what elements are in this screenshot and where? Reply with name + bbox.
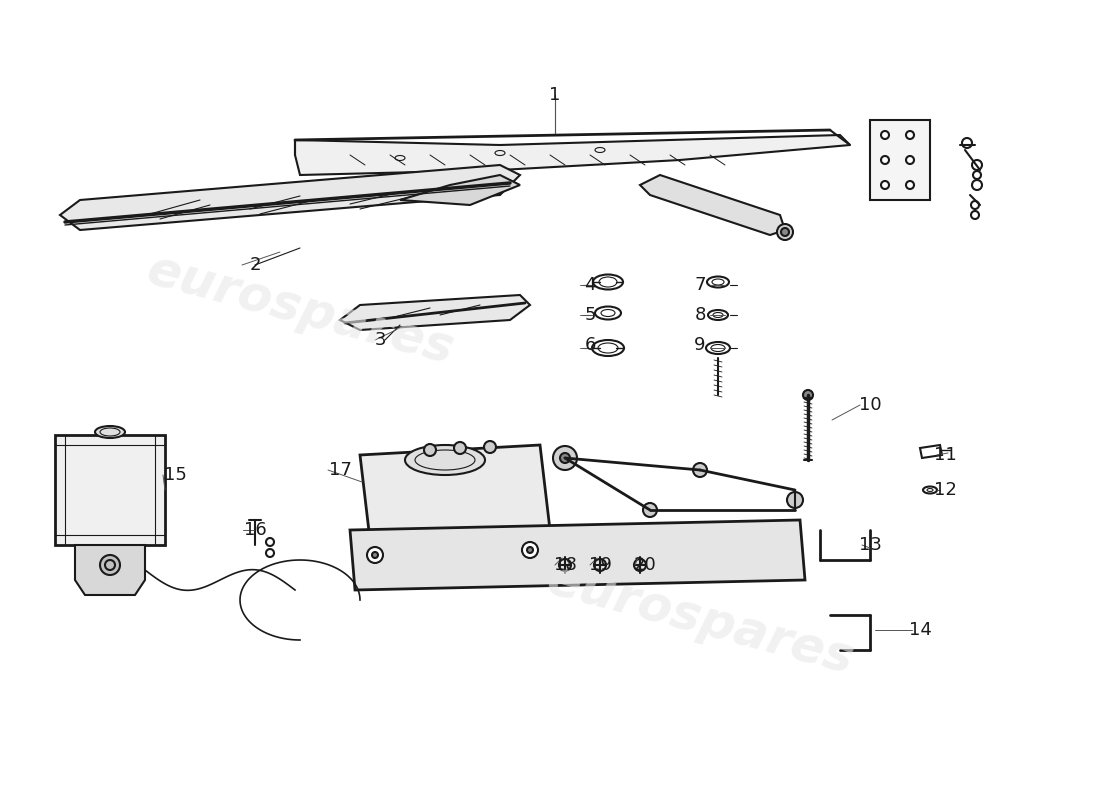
Text: 1: 1 (549, 86, 561, 104)
Polygon shape (870, 120, 930, 200)
Circle shape (881, 131, 889, 139)
Circle shape (644, 503, 657, 517)
Text: 8: 8 (694, 306, 706, 324)
Polygon shape (640, 175, 785, 235)
Polygon shape (295, 135, 850, 175)
Text: 10: 10 (859, 396, 881, 414)
Circle shape (454, 442, 466, 454)
Polygon shape (340, 295, 530, 330)
Text: 16: 16 (243, 521, 266, 539)
Text: 19: 19 (588, 556, 612, 574)
Text: 17: 17 (329, 461, 351, 479)
Ellipse shape (405, 445, 485, 475)
Polygon shape (60, 165, 520, 230)
Text: 18: 18 (553, 556, 576, 574)
Circle shape (906, 156, 914, 164)
Circle shape (881, 156, 889, 164)
Circle shape (100, 555, 120, 575)
Text: 3: 3 (374, 331, 386, 349)
Circle shape (424, 444, 436, 456)
Circle shape (693, 463, 707, 477)
Circle shape (484, 441, 496, 453)
Polygon shape (360, 445, 550, 540)
Text: 20: 20 (634, 556, 657, 574)
Circle shape (781, 228, 789, 236)
Polygon shape (400, 175, 520, 205)
Polygon shape (75, 545, 145, 595)
Text: 15: 15 (164, 466, 186, 484)
Circle shape (906, 181, 914, 189)
Circle shape (803, 390, 813, 400)
Text: eurospares: eurospares (541, 556, 859, 684)
Text: eurospares: eurospares (141, 246, 459, 374)
Text: 12: 12 (934, 481, 956, 499)
Circle shape (881, 181, 889, 189)
Text: 11: 11 (934, 446, 956, 464)
Polygon shape (350, 520, 805, 590)
Circle shape (522, 542, 538, 558)
Polygon shape (55, 435, 165, 545)
Circle shape (372, 552, 378, 558)
Circle shape (527, 547, 534, 553)
Text: 9: 9 (694, 336, 706, 354)
Circle shape (786, 492, 803, 508)
Text: 2: 2 (250, 256, 261, 274)
Text: 4: 4 (584, 276, 596, 294)
Circle shape (553, 446, 578, 470)
Text: 14: 14 (909, 621, 932, 639)
Circle shape (367, 547, 383, 563)
Text: 5: 5 (584, 306, 596, 324)
Text: 6: 6 (584, 336, 596, 354)
Text: 7: 7 (694, 276, 706, 294)
Circle shape (906, 131, 914, 139)
Circle shape (777, 224, 793, 240)
Circle shape (560, 453, 570, 463)
Text: 13: 13 (859, 536, 881, 554)
Ellipse shape (95, 426, 125, 438)
